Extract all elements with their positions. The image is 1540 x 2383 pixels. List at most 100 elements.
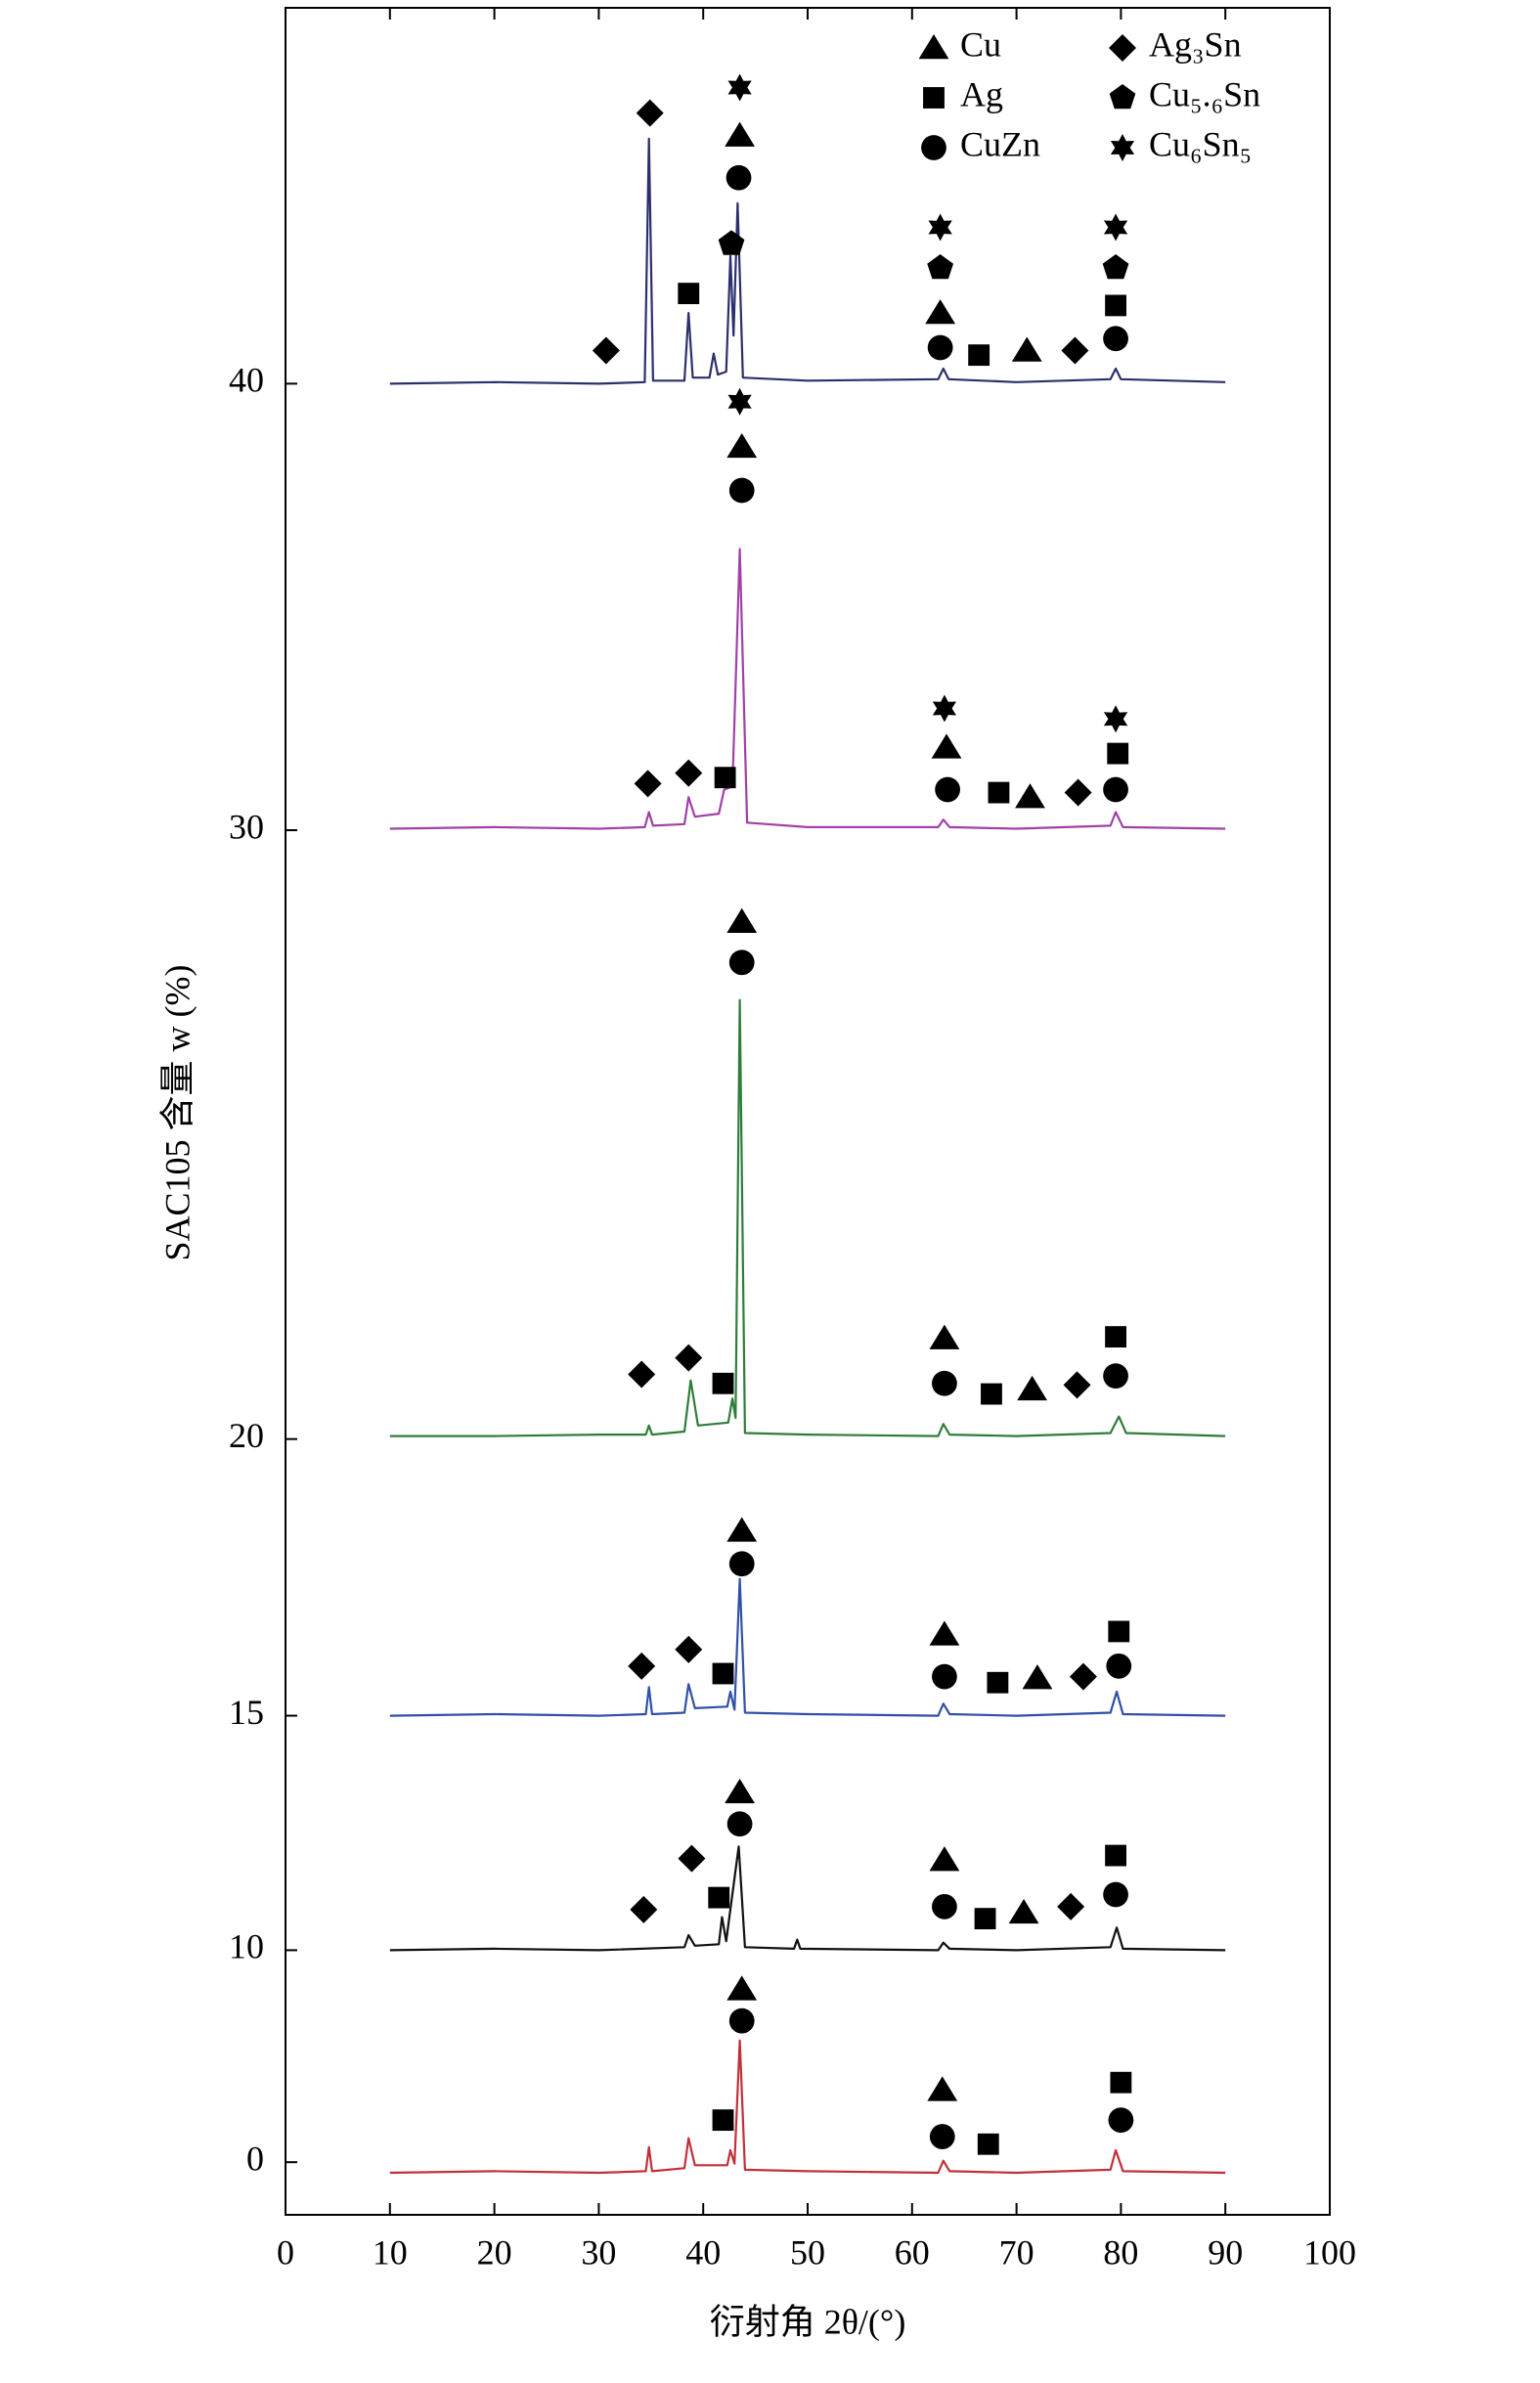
phase-marker bbox=[927, 254, 953, 280]
legend-symbol bbox=[1109, 84, 1136, 110]
phase-marker bbox=[628, 1652, 656, 1680]
y-tick-label: 40 bbox=[229, 361, 264, 400]
y-tick-label: 0 bbox=[246, 2139, 264, 2178]
x-tick-label: 60 bbox=[895, 2232, 930, 2272]
phase-marker bbox=[1106, 1653, 1132, 1679]
phase-marker bbox=[592, 336, 620, 365]
x-tick-label: 90 bbox=[1208, 2232, 1243, 2272]
phase-marker bbox=[708, 1886, 730, 1909]
phase-marker bbox=[1022, 1664, 1053, 1690]
x-axis-label: 衍射角 2θ/(°) bbox=[710, 2302, 906, 2341]
phase-marker bbox=[727, 387, 752, 416]
phase-marker bbox=[932, 1663, 957, 1690]
phase-marker bbox=[981, 1383, 1002, 1405]
xrd-trace bbox=[389, 1577, 1226, 1717]
x-tick-label: 100 bbox=[1303, 2232, 1356, 2272]
legend-symbol bbox=[918, 34, 949, 60]
phase-marker bbox=[932, 1893, 957, 1920]
phase-marker bbox=[968, 344, 990, 367]
phase-marker bbox=[1011, 336, 1042, 362]
legend-label: Ag₃Sn bbox=[1149, 24, 1242, 64]
phase-marker bbox=[1015, 783, 1045, 809]
phase-marker bbox=[929, 1620, 960, 1646]
phase-marker bbox=[1057, 1892, 1085, 1920]
phase-marker bbox=[725, 1778, 755, 1804]
y-tick-label: 10 bbox=[229, 1927, 264, 1966]
phase-marker bbox=[988, 781, 1010, 804]
phase-marker bbox=[678, 1844, 706, 1873]
phase-marker bbox=[927, 2076, 958, 2101]
legend-label: Cu₆Sn₅ bbox=[1149, 124, 1252, 163]
legend-symbol bbox=[923, 87, 945, 109]
phase-marker bbox=[712, 1372, 734, 1394]
phase-marker bbox=[1105, 294, 1126, 317]
phase-marker bbox=[1102, 254, 1129, 280]
phase-marker bbox=[1103, 213, 1128, 242]
phase-marker bbox=[628, 1360, 656, 1389]
phase-marker bbox=[726, 164, 752, 191]
phase-marker bbox=[1107, 742, 1129, 765]
phase-marker bbox=[929, 1324, 960, 1349]
phase-marker bbox=[929, 2124, 955, 2149]
phase-marker bbox=[725, 121, 755, 147]
phase-marker bbox=[728, 2008, 755, 2034]
phase-marker bbox=[714, 767, 736, 789]
phase-marker bbox=[712, 2109, 734, 2132]
phase-marker bbox=[678, 283, 700, 305]
xrd-trace bbox=[389, 998, 1226, 1437]
y-tick-label: 15 bbox=[229, 1693, 264, 1732]
x-tick-label: 0 bbox=[277, 2232, 294, 2272]
phase-marker bbox=[726, 432, 758, 459]
phase-marker bbox=[1069, 1662, 1097, 1691]
legend-label: Cu₅.₆Sn bbox=[1149, 74, 1260, 113]
phase-marker bbox=[927, 334, 953, 361]
phase-marker bbox=[630, 1895, 658, 1923]
phase-marker bbox=[675, 759, 703, 787]
phase-marker bbox=[1103, 326, 1128, 352]
phase-marker bbox=[1063, 1371, 1091, 1399]
phase-marker bbox=[726, 1811, 753, 1837]
phase-marker bbox=[634, 770, 662, 798]
phase-marker bbox=[1110, 2071, 1132, 2094]
xrd-trace bbox=[389, 2039, 1226, 2175]
xrd-trace bbox=[389, 548, 1226, 830]
phase-marker bbox=[712, 1662, 734, 1685]
phase-marker bbox=[931, 733, 962, 759]
phase-marker bbox=[932, 1370, 957, 1396]
x-tick-label: 10 bbox=[373, 2232, 408, 2272]
phase-marker bbox=[728, 477, 755, 504]
legend-label: CuZn bbox=[960, 124, 1040, 163]
phase-marker bbox=[1105, 1844, 1126, 1867]
legend-symbol bbox=[1109, 34, 1136, 62]
legend-label: Cu bbox=[960, 24, 1001, 64]
phase-marker bbox=[675, 1344, 703, 1372]
phase-marker bbox=[928, 213, 952, 242]
phase-marker bbox=[728, 1551, 755, 1577]
phase-marker bbox=[1103, 705, 1128, 733]
phase-marker bbox=[636, 99, 664, 127]
phase-marker bbox=[974, 1908, 996, 1930]
x-tick-label: 30 bbox=[581, 2232, 616, 2272]
phase-marker bbox=[935, 776, 960, 803]
x-tick-label: 70 bbox=[999, 2232, 1034, 2272]
phase-marker bbox=[1103, 1363, 1128, 1389]
xrd-trace bbox=[389, 1845, 1226, 1952]
x-tick-label: 50 bbox=[790, 2232, 825, 2272]
plot-frame bbox=[285, 7, 1331, 2216]
phase-marker bbox=[1064, 778, 1092, 807]
x-tick-label: 20 bbox=[477, 2232, 512, 2272]
x-tick-label: 40 bbox=[685, 2232, 721, 2272]
phase-marker bbox=[1061, 336, 1089, 365]
phase-marker bbox=[932, 694, 956, 723]
phase-marker bbox=[675, 1635, 703, 1663]
y-axis-label: SAC105 含量 w (%) bbox=[157, 965, 197, 1261]
phase-marker bbox=[1108, 2107, 1134, 2134]
phase-marker bbox=[1108, 1620, 1130, 1643]
phase-marker bbox=[726, 1975, 758, 2001]
phase-marker bbox=[1103, 776, 1128, 803]
phase-marker bbox=[1017, 1375, 1048, 1401]
legend-label: Ag bbox=[960, 74, 1003, 113]
phase-marker bbox=[727, 73, 752, 102]
phase-marker bbox=[987, 1671, 1009, 1694]
